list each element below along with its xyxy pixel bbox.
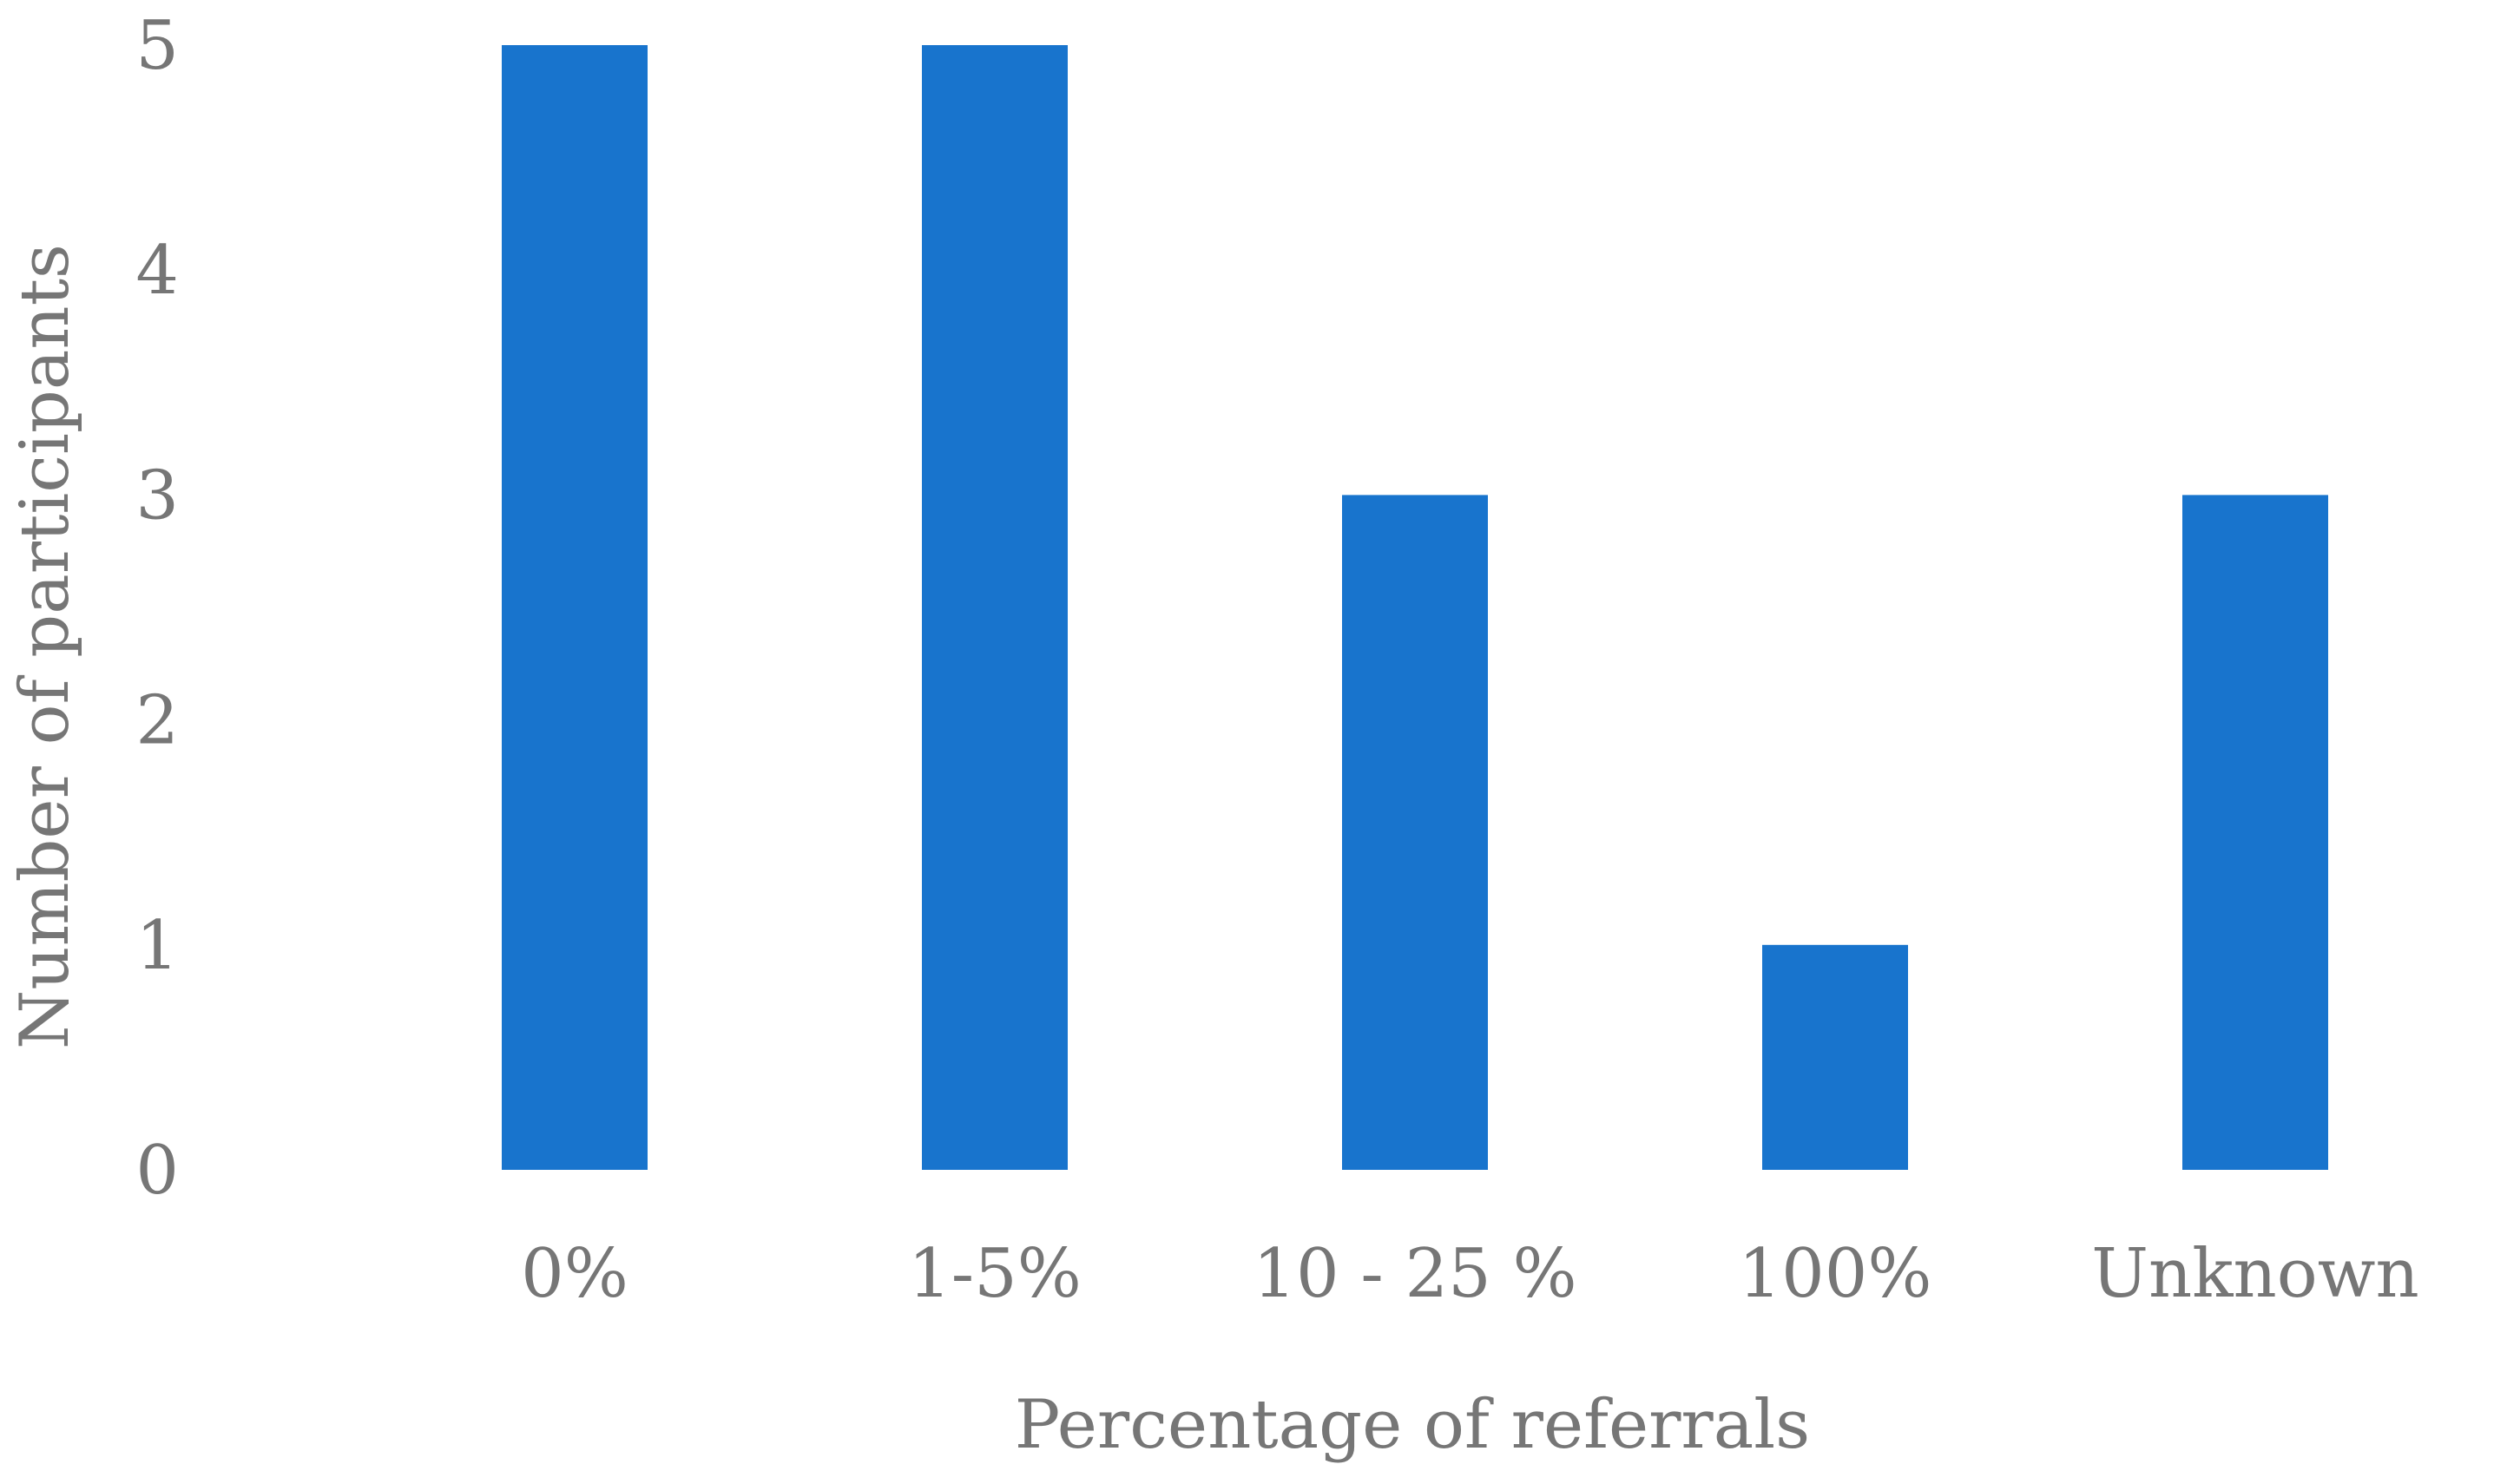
- bars-group: [502, 45, 2328, 1170]
- x-axis-title: Percentage of referrals: [1015, 1386, 1810, 1464]
- y-axis-ticks: 0 1 2 3 4 5: [135, 7, 179, 1210]
- bar: [2182, 495, 2328, 1170]
- bar: [502, 45, 648, 1170]
- x-tick-label: 0%: [521, 1235, 628, 1313]
- x-tick-label: 1-5%: [908, 1235, 1082, 1313]
- y-tick-label: 1: [135, 907, 179, 985]
- x-tick-label: 100%: [1739, 1235, 1932, 1313]
- y-tick-label: 0: [135, 1132, 179, 1210]
- bar: [1342, 495, 1488, 1170]
- x-tick-label: Unknown: [2091, 1235, 2418, 1313]
- y-tick-label: 5: [135, 7, 179, 85]
- y-tick-label: 3: [135, 456, 179, 535]
- y-tick-label: 4: [135, 232, 179, 310]
- x-tick-label: 10 - 25 %: [1253, 1235, 1576, 1313]
- bar: [1762, 944, 1908, 1170]
- x-axis-ticks: 0% 1-5% 10 - 25 % 100% Unknown: [521, 1235, 2419, 1313]
- y-axis-title: Number of participants: [6, 244, 84, 1049]
- bar: [922, 45, 1068, 1170]
- y-tick-label: 2: [135, 682, 179, 760]
